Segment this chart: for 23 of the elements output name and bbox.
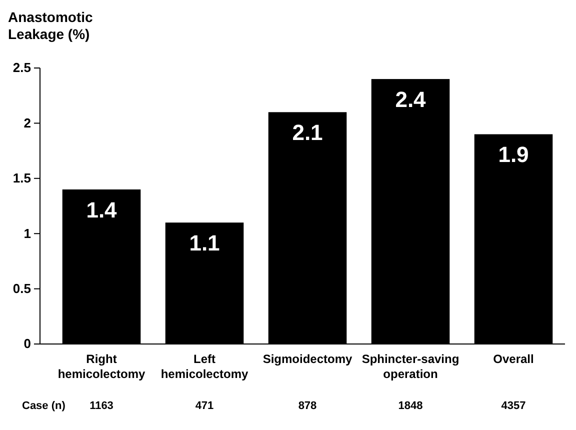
text: 1163 (90, 400, 114, 412)
text: 878 (298, 400, 317, 412)
y-tick-label: 2.5 (12, 60, 31, 76)
x-tick-label: Sigmoidectomy (262, 352, 352, 366)
data-label: 1.1 (189, 230, 220, 256)
y-tick-label: 1 (24, 226, 31, 241)
data-label: 1.4 (86, 197, 118, 222)
x-tick-label: Overall (493, 352, 534, 366)
data-label: 1.9 (498, 142, 529, 168)
y-tick-label: 0.5 (12, 280, 31, 296)
data-label: 2.4 (395, 87, 427, 112)
x-tick-label: Right hemicolectomy (58, 352, 146, 381)
y-tick-label: 2 (24, 115, 31, 130)
y-axis-title: Anastomotic Leakage (%) (8, 9, 93, 42)
y-tick-label: 0 (24, 336, 31, 352)
text: Case (n) (22, 400, 66, 412)
x-tick-label: Left hemicolectomy (160, 352, 248, 381)
y-tick-label: 1.5 (12, 170, 31, 186)
x-tick-label: Sphincter-saving operation (362, 352, 460, 381)
text: 1848 (398, 400, 423, 412)
data-label: 2.1 (292, 120, 323, 146)
text: 4357 (501, 400, 526, 412)
text: 471 (195, 400, 214, 412)
